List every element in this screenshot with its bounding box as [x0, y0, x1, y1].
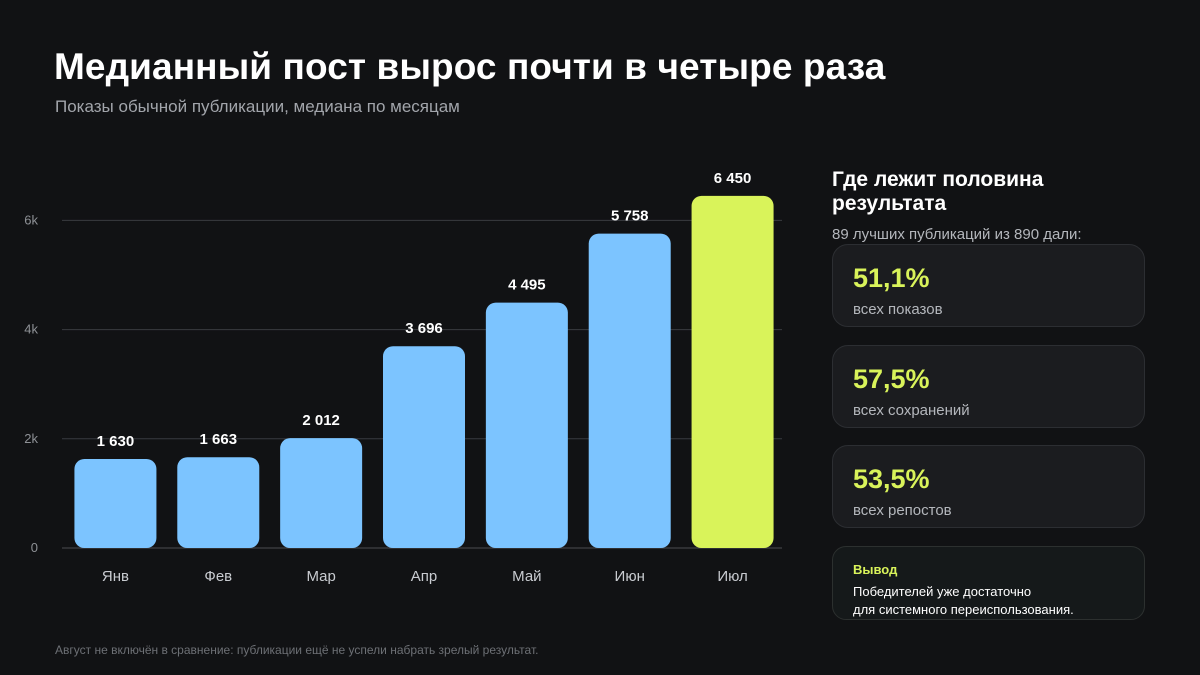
bar-chart: 0 2k 4k 6k 1 630 Янв 1 663 Фев 2 012 Мар 3 696 Апр 4… [0, 150, 800, 600]
stat-label: всех показов [853, 301, 943, 318]
bar-value-label: 2 012 [302, 412, 340, 429]
x-tick-label: Апр [411, 568, 437, 585]
footnote: Август не включён в сравнение: публикаци… [55, 643, 539, 657]
stat-card-saves: 57,5% всех сохранений [832, 345, 1145, 428]
bar-value-label: 5 758 [611, 208, 649, 225]
conclusion-line: Победителей уже достаточно [853, 584, 1032, 599]
sidebar: Где лежит половина результата 89 лучших … [832, 168, 1152, 243]
sidebar-subtitle: 89 лучших публикаций из 890 дали: [832, 226, 1082, 243]
x-tick-label: Июл [717, 568, 747, 585]
y-tick-label: 0 [31, 540, 38, 555]
page-subtitle: Показы обычной публикации, медиана по ме… [55, 97, 460, 116]
bar-4 [383, 346, 465, 548]
stat-label: всех репостов [853, 502, 952, 519]
stat-card-views: 51,1% всех показов [832, 244, 1145, 327]
bar-6 [588, 233, 671, 548]
x-tick-label: Фев [204, 568, 232, 585]
bar-value-label: 3 696 [405, 320, 443, 337]
stat-label: всех сохранений [853, 402, 970, 419]
bar-5 [485, 302, 568, 548]
conclusion-line: для системного переиспользования. [853, 602, 1074, 617]
bar-3 [280, 438, 363, 548]
conclusion-card: Вывод Победителей уже достаточно для сис… [832, 546, 1145, 620]
y-tick-label: 4k [24, 322, 38, 337]
bar-chart-svg: 0 2k 4k 6k 1 630 Янв 1 663 Фев 2 012 Мар 3 696 Апр 4… [24, 170, 782, 585]
stat-card-reposts: 53,5% всех репостов [832, 445, 1145, 528]
x-tick-label: Май [512, 568, 541, 585]
bar-value-label: 1 630 [97, 433, 135, 450]
bar-value-label: 4 495 [508, 277, 546, 294]
conclusion-text: Победителей уже достаточно для системног… [853, 583, 1124, 619]
y-tick-label: 2k [24, 431, 38, 446]
bar-2 [177, 457, 260, 548]
stat-value: 53,5% [853, 464, 930, 494]
bar-7 [691, 195, 774, 548]
x-tick-label: Мар [306, 568, 335, 585]
x-tick-label: Июн [615, 568, 645, 585]
page-title: Медианный пост вырос почти в четыре раза [54, 46, 886, 87]
y-tick-label: 6k [24, 212, 38, 227]
x-tick-label: Янв [102, 568, 129, 585]
conclusion-title: Вывод [853, 562, 898, 577]
stat-value: 51,1% [853, 263, 930, 293]
stat-value: 57,5% [853, 364, 930, 394]
bar-value-label: 6 450 [714, 170, 752, 187]
bar-value-label: 1 663 [200, 431, 238, 448]
sidebar-title: Где лежит половина результата [832, 168, 1044, 215]
bar-1 [74, 459, 157, 548]
